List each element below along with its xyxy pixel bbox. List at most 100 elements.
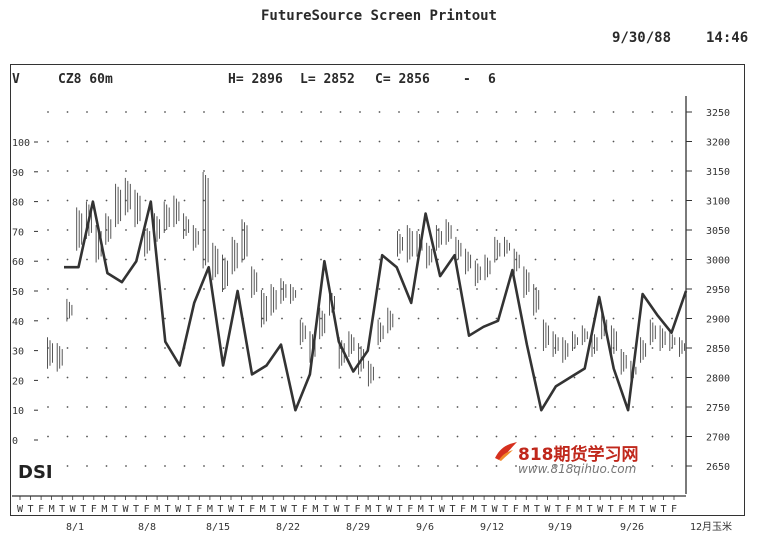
grid-dot — [378, 435, 381, 438]
grid-dot — [320, 229, 322, 231]
x-day-letter: M — [49, 504, 55, 515]
grid-dot — [671, 140, 673, 143]
grid-dot — [437, 199, 439, 202]
x-date-label: 8/29 — [346, 522, 370, 533]
grid-dot — [105, 288, 108, 290]
x-day-letter: W — [122, 504, 129, 515]
grid-dot — [398, 199, 400, 202]
grid-dot — [183, 406, 186, 408]
grid-dot — [593, 111, 595, 113]
grid-dot — [66, 170, 69, 172]
grid-dot — [105, 376, 108, 379]
grid-dot — [534, 111, 537, 113]
grid-dot — [632, 111, 634, 113]
x-day-letter: T — [534, 504, 540, 515]
grid-dot — [651, 347, 654, 349]
grid-dot — [573, 170, 576, 172]
grid-dot — [359, 111, 361, 113]
grid-dot — [300, 258, 303, 261]
grid-dot — [339, 229, 342, 231]
grid-dot — [378, 140, 381, 143]
grid-dot — [495, 111, 498, 113]
grid-dot — [554, 435, 556, 438]
grid-dot — [417, 170, 420, 172]
x-day-letter: T — [59, 504, 65, 515]
grid-dot — [320, 465, 322, 467]
grid-dot — [300, 435, 303, 438]
grid-dot — [476, 140, 478, 143]
grid-dot — [534, 435, 537, 438]
grid-dot — [398, 258, 400, 261]
grid-dot — [417, 199, 420, 202]
grid-dot — [671, 317, 673, 320]
grid-dot — [47, 435, 49, 438]
grid-dot — [339, 406, 342, 408]
grid-dot — [261, 199, 264, 202]
x-day-letter: T — [186, 504, 192, 515]
grid-dot — [495, 199, 498, 202]
grid-dot — [476, 258, 478, 261]
left-axis-tick-label: 10 — [12, 406, 24, 417]
x-day-letter: W — [281, 504, 288, 515]
grid-dot — [86, 170, 88, 172]
x-day-letter: W — [386, 504, 393, 515]
grid-dot — [398, 376, 400, 379]
grid-dot — [632, 258, 634, 261]
grid-dot — [417, 376, 420, 379]
grid-dot — [632, 347, 634, 349]
grid-dot — [437, 347, 439, 349]
grid-dot — [671, 170, 673, 172]
grid-dot — [398, 170, 400, 172]
grid-dot — [125, 406, 127, 408]
grid-dot — [339, 140, 342, 143]
grid-dot — [320, 435, 322, 438]
grid-dot — [398, 317, 400, 320]
grid-dot — [222, 406, 225, 408]
grid-dot — [417, 140, 420, 143]
x-date-label: 8/8 — [138, 522, 156, 533]
x-day-letter: F — [460, 504, 466, 515]
grid-dot — [456, 406, 459, 408]
grid-dot — [47, 111, 49, 113]
grid-dot — [378, 465, 381, 467]
grid-dot — [222, 317, 225, 320]
grid-dot — [456, 140, 459, 143]
grid-dot — [612, 140, 615, 143]
x-day-letter: W — [492, 504, 499, 515]
grid-dot — [671, 199, 673, 202]
grid-dot — [534, 406, 537, 408]
grid-dot — [164, 288, 166, 290]
grid-dot — [261, 258, 264, 261]
grid-dot — [632, 288, 634, 290]
change-value: 6 — [488, 72, 496, 87]
grid-dot — [456, 317, 459, 320]
right-axis-tick-label: 2750 — [706, 403, 730, 414]
grid-dot — [671, 111, 673, 113]
grid-dot — [339, 435, 342, 438]
low-value: L= 2852 — [300, 72, 355, 87]
left-axis-tick-label: 0 — [12, 436, 18, 447]
grid-dot — [476, 111, 478, 113]
grid-dot — [105, 170, 108, 172]
grid-dot — [203, 376, 205, 379]
grid-dot — [183, 465, 186, 467]
grid-dot — [164, 347, 166, 349]
grid-dot — [593, 140, 595, 143]
grid-dot — [612, 406, 615, 408]
grid-dot — [164, 258, 166, 261]
grid-dot — [261, 288, 264, 290]
grid-dot — [534, 317, 537, 320]
grid-dot — [632, 465, 634, 467]
grid-dot — [281, 376, 283, 379]
grid-dot — [651, 258, 654, 261]
grid-dot — [66, 465, 69, 467]
grid-dot — [573, 406, 576, 408]
grid-dot — [339, 288, 342, 290]
grid-dot — [378, 258, 381, 261]
grid-dot — [320, 317, 322, 320]
x-date-label: 9/26 — [620, 522, 644, 533]
grid-dot — [47, 140, 49, 143]
grid-dot — [86, 376, 88, 379]
grid-dot — [242, 347, 244, 349]
grid-dot — [573, 229, 576, 231]
